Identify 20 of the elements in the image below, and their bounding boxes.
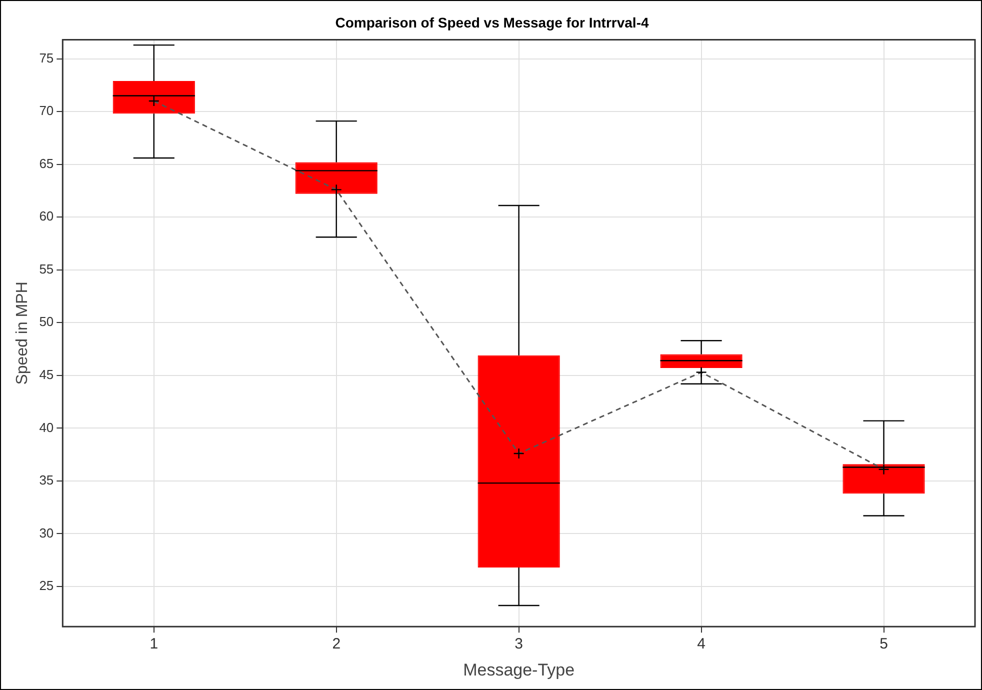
x-tick-label: 3 bbox=[514, 636, 523, 653]
y-tick-label: 50 bbox=[39, 314, 54, 330]
y-tick-label: 65 bbox=[39, 156, 54, 171]
chart-title: Comparison of Speed vs Message for Intrrval-4 bbox=[335, 14, 649, 30]
x-tick-label: 1 bbox=[150, 636, 158, 653]
x-axis-title: Message-Type bbox=[463, 660, 575, 680]
x-tick-label: 2 bbox=[332, 636, 341, 653]
x-tick-label: 4 bbox=[697, 636, 706, 653]
y-tick-label: 55 bbox=[39, 261, 54, 276]
line-series bbox=[153, 100, 885, 470]
y-tick-label: 60 bbox=[39, 208, 54, 224]
y-tick-label: 45 bbox=[39, 366, 54, 382]
y-tick-label: 75 bbox=[39, 50, 54, 66]
y-tick-label: 35 bbox=[39, 472, 54, 488]
y-tick-label: 70 bbox=[39, 103, 54, 118]
y-tick-label: 30 bbox=[39, 525, 54, 540]
y-tick-label: 25 bbox=[39, 578, 54, 594]
y-axis-title: Speed in MPH bbox=[14, 282, 32, 385]
y-tick-label: 40 bbox=[39, 420, 54, 435]
x-tick-label: 5 bbox=[880, 636, 888, 653]
